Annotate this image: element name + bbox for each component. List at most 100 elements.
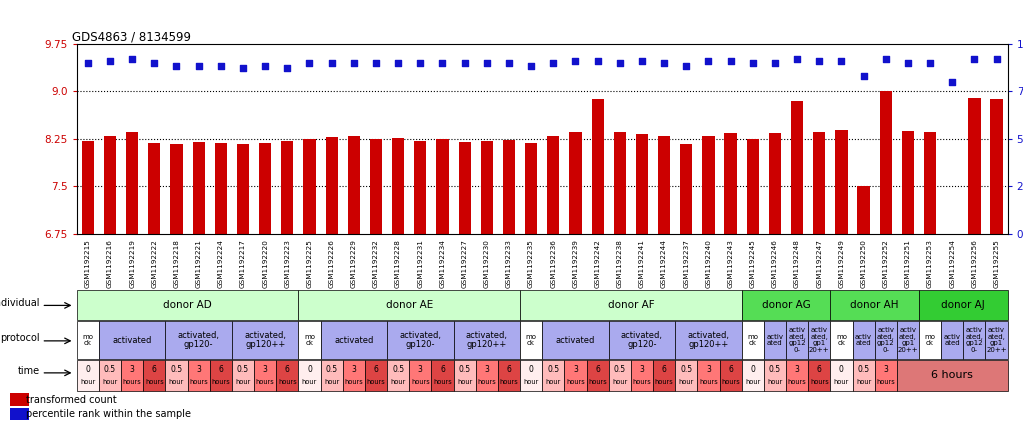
Bar	[924, 132, 936, 234]
Point	[279, 65, 296, 72]
Text: activ
ated,
gp1
20++: activ ated, gp1 20++	[897, 327, 919, 353]
Bar	[831, 290, 919, 320]
Point	[545, 59, 562, 66]
Bar	[964, 321, 985, 359]
Point	[811, 57, 828, 64]
Bar	[698, 360, 719, 391]
Bar	[769, 133, 781, 234]
Text: time: time	[17, 365, 40, 376]
Bar	[143, 360, 166, 391]
Bar	[276, 360, 299, 391]
Text: percentile rank within the sample: percentile rank within the sample	[26, 409, 190, 420]
Bar	[520, 360, 542, 391]
Bar	[542, 360, 565, 391]
Text: GDS4863 / 8134599: GDS4863 / 8134599	[72, 30, 191, 44]
Bar	[990, 99, 1003, 234]
Bar	[148, 143, 161, 234]
Text: 0.5: 0.5	[769, 365, 781, 374]
Point	[213, 63, 229, 70]
Bar	[171, 145, 182, 234]
Text: donor AH: donor AH	[850, 300, 899, 310]
Bar	[520, 290, 742, 320]
Bar	[542, 321, 609, 359]
Text: 0: 0	[85, 365, 90, 374]
Text: activated: activated	[335, 335, 373, 345]
Text: 0.5: 0.5	[458, 365, 471, 374]
Text: transformed count: transformed count	[26, 395, 117, 405]
Text: activated,
gp120++: activated, gp120++	[244, 331, 286, 349]
Bar	[387, 321, 453, 359]
Bar	[724, 133, 737, 234]
Bar	[299, 360, 320, 391]
Text: 3: 3	[484, 365, 489, 374]
Text: hours: hours	[278, 379, 297, 385]
Text: mo
ck: mo ck	[526, 334, 537, 346]
Bar	[325, 137, 338, 234]
Bar	[432, 360, 453, 391]
Point	[899, 59, 916, 66]
Text: 3: 3	[263, 365, 268, 374]
Text: 6: 6	[151, 365, 157, 374]
Bar	[458, 142, 471, 234]
Text: donor AE: donor AE	[386, 300, 433, 310]
Bar	[570, 132, 581, 234]
Text: activ
ated,
gp12
0-: activ ated, gp12 0-	[877, 327, 895, 353]
Text: 0.5: 0.5	[325, 365, 338, 374]
Text: hours: hours	[655, 379, 673, 385]
Text: 3: 3	[196, 365, 202, 374]
Bar	[409, 360, 432, 391]
Bar	[453, 321, 520, 359]
Bar	[547, 135, 560, 234]
Bar	[126, 132, 138, 234]
Point	[700, 57, 716, 64]
Text: 0: 0	[750, 365, 755, 374]
Point	[745, 59, 761, 66]
Text: activ
ated: activ ated	[944, 334, 961, 346]
Bar	[831, 321, 852, 359]
Point	[168, 63, 184, 70]
Text: 3: 3	[706, 365, 711, 374]
Text: 0.5: 0.5	[237, 365, 249, 374]
Bar	[348, 136, 360, 234]
Bar	[742, 360, 764, 391]
Point	[567, 57, 583, 64]
Bar	[897, 360, 1008, 391]
Text: 0: 0	[529, 365, 534, 374]
Bar	[215, 143, 227, 234]
Bar	[370, 139, 382, 234]
Bar	[254, 360, 276, 391]
Point	[878, 55, 894, 62]
Text: hour: hour	[745, 379, 760, 385]
Point	[678, 63, 695, 70]
Text: hour: hour	[545, 379, 561, 385]
Bar	[565, 360, 586, 391]
Bar	[919, 321, 941, 359]
Bar	[77, 290, 299, 320]
Bar	[857, 187, 870, 234]
Text: 3: 3	[130, 365, 135, 374]
Point	[789, 55, 805, 62]
Bar	[919, 290, 1008, 320]
Text: 0: 0	[839, 365, 844, 374]
Text: hours: hours	[256, 379, 274, 385]
Bar	[742, 321, 764, 359]
Point	[323, 59, 340, 66]
Bar	[808, 360, 831, 391]
Point	[988, 55, 1005, 62]
Bar	[365, 360, 387, 391]
Text: hours: hours	[699, 379, 718, 385]
Text: 6: 6	[816, 365, 821, 374]
Point	[612, 59, 628, 66]
Bar	[897, 321, 919, 359]
Point	[833, 57, 849, 64]
Bar	[387, 360, 409, 391]
Text: individual: individual	[0, 298, 40, 308]
Text: hour: hour	[856, 379, 872, 385]
Bar	[946, 234, 959, 240]
Text: mo
ck: mo ck	[925, 334, 936, 346]
Text: hour: hour	[834, 379, 849, 385]
Text: 0.5: 0.5	[392, 365, 404, 374]
Bar	[609, 321, 675, 359]
Bar	[187, 360, 210, 391]
Bar	[121, 360, 143, 391]
